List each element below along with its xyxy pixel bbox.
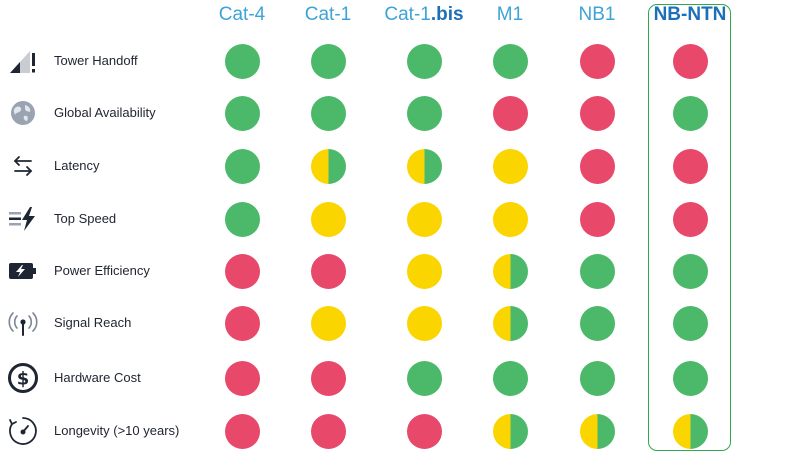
rating-power-efficiency-cat1bis xyxy=(406,253,442,289)
rating-longevity-10-years-nb1 xyxy=(579,413,615,449)
rating-top-speed-cat1 xyxy=(310,201,346,237)
column-header-cat1bis-part: .bis xyxy=(430,4,464,25)
rating-power-efficiency-nb1 xyxy=(579,253,615,289)
row-label-latency: Latency xyxy=(54,158,100,173)
rating-hardware-cost-cat4 xyxy=(224,360,260,396)
arrows-left-right-icon xyxy=(6,149,40,183)
rating-top-speed-nb1 xyxy=(579,201,615,237)
row-label-power-efficiency: Power Efficiency xyxy=(54,263,150,278)
rating-global-availability-cat1 xyxy=(310,95,346,131)
rating-signal-reach-cat1bis xyxy=(406,305,442,341)
signal-warning-icon xyxy=(6,44,40,78)
rating-signal-reach-m1 xyxy=(492,305,528,341)
rating-tower-handoff-m1 xyxy=(492,43,528,79)
column-header-cat1-part: Cat-1 xyxy=(304,4,352,25)
rating-hardware-cost-m1 xyxy=(492,360,528,396)
rating-hardware-cost-cat1bis xyxy=(406,360,442,396)
rating-latency-nbntn xyxy=(672,148,708,184)
rating-latency-m1 xyxy=(492,148,528,184)
rating-signal-reach-nb1 xyxy=(579,305,615,341)
rating-longevity-10-years-nbntn xyxy=(672,413,708,449)
rating-power-efficiency-cat1 xyxy=(310,253,346,289)
rating-latency-nb1 xyxy=(579,148,615,184)
row-label-signal-reach: Signal Reach xyxy=(54,315,132,330)
rating-global-availability-cat1bis xyxy=(406,95,442,131)
column-header-nbntn: NB-NTN xyxy=(645,4,735,26)
rating-signal-reach-cat1 xyxy=(310,305,346,341)
rating-hardware-cost-nb1 xyxy=(579,360,615,396)
rating-global-availability-cat4 xyxy=(224,95,260,131)
svg-text:$: $ xyxy=(17,369,30,390)
rating-power-efficiency-cat4 xyxy=(224,253,260,289)
rating-longevity-10-years-m1 xyxy=(492,413,528,449)
column-header-m1-part: M1 xyxy=(496,4,524,25)
column-header-cat1bis-part: Cat-1 xyxy=(384,4,431,25)
rating-power-efficiency-m1 xyxy=(492,253,528,289)
rating-top-speed-m1 xyxy=(492,201,528,237)
column-header-nbntn-part: NB-NTN xyxy=(653,4,727,25)
column-header-cat4-part: Cat-4 xyxy=(218,4,266,25)
rating-tower-handoff-cat4 xyxy=(224,43,260,79)
column-header-m1: M1 xyxy=(465,4,555,26)
rating-top-speed-cat1bis xyxy=(406,201,442,237)
rating-latency-cat1 xyxy=(310,148,346,184)
row-label-hardware-cost: Hardware Cost xyxy=(54,370,141,385)
rating-longevity-10-years-cat1 xyxy=(310,413,346,449)
column-header-cat1bis: Cat-1.bis xyxy=(379,4,469,26)
rating-tower-handoff-cat1 xyxy=(310,43,346,79)
battery-bolt-icon xyxy=(6,254,40,288)
row-label-top-speed: Top Speed xyxy=(54,211,117,226)
rating-signal-reach-nbntn xyxy=(672,305,708,341)
rating-power-efficiency-nbntn xyxy=(672,253,708,289)
rating-tower-handoff-nb1 xyxy=(579,43,615,79)
column-header-nb1-part: NB1 xyxy=(578,4,616,25)
rating-global-availability-m1 xyxy=(492,95,528,131)
rating-top-speed-nbntn xyxy=(672,201,708,237)
column-header-nb1: NB1 xyxy=(552,4,642,26)
nb-ntn-highlight-box xyxy=(648,4,731,451)
speed-bolt-icon xyxy=(6,202,40,236)
stopwatch-icon xyxy=(6,414,40,448)
rating-tower-handoff-cat1bis xyxy=(406,43,442,79)
column-header-cat4: Cat-4 xyxy=(197,4,287,26)
dollar-circle-icon: $ xyxy=(6,361,40,395)
row-label-global-availability: Global Availability xyxy=(54,105,156,120)
rating-global-availability-nbntn xyxy=(672,95,708,131)
column-header-cat1: Cat-1 xyxy=(283,4,373,26)
row-label-tower-handoff: Tower Handoff xyxy=(54,53,138,68)
rating-hardware-cost-nbntn xyxy=(672,360,708,396)
antenna-icon xyxy=(6,306,40,340)
rating-latency-cat4 xyxy=(224,148,260,184)
rating-top-speed-cat4 xyxy=(224,201,260,237)
rating-hardware-cost-cat1 xyxy=(310,360,346,396)
globe-icon xyxy=(6,96,40,130)
rating-tower-handoff-nbntn xyxy=(672,43,708,79)
rating-longevity-10-years-cat4 xyxy=(224,413,260,449)
row-label-longevity-10-years: Longevity (>10 years) xyxy=(54,423,180,438)
rating-global-availability-nb1 xyxy=(579,95,615,131)
rating-signal-reach-cat4 xyxy=(224,305,260,341)
rating-longevity-10-years-cat1bis xyxy=(406,413,442,449)
rating-latency-cat1bis xyxy=(406,148,442,184)
